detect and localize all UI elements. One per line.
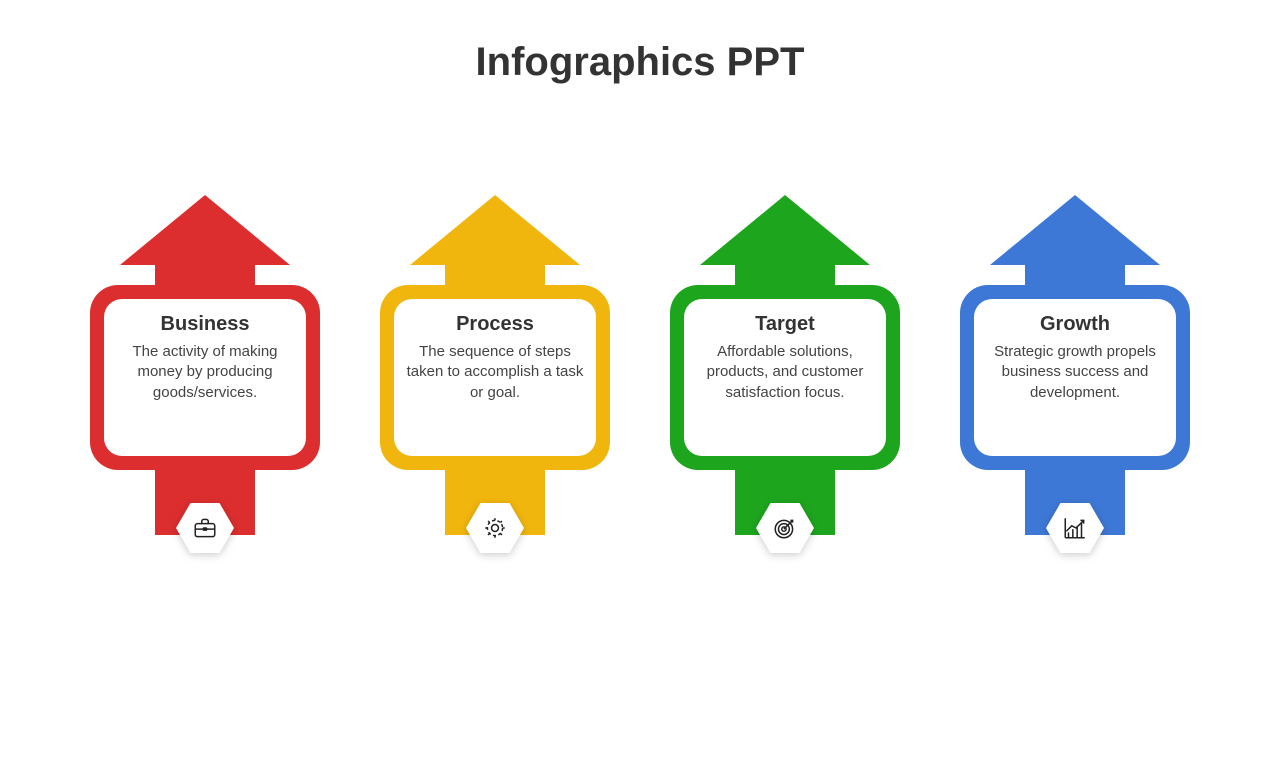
page-title: Infographics PPT — [0, 40, 1280, 85]
arrow-head — [410, 195, 580, 265]
content-box: Growth Strategic growth propels business… — [960, 285, 1190, 470]
arrow-head — [120, 195, 290, 265]
card-growth: Growth Strategic growth propels business… — [960, 195, 1190, 555]
card-process: Process The sequence of steps taken to a… — [380, 195, 610, 555]
icon-badge — [1046, 503, 1104, 553]
content-box: Target Affordable solutions, products, a… — [670, 285, 900, 470]
card-title: Target — [755, 313, 815, 336]
icon-badge — [176, 503, 234, 553]
card-title: Business — [161, 313, 250, 336]
gear-icon — [482, 515, 508, 541]
content-box: Business The activity of making money by… — [90, 285, 320, 470]
arrow-head — [700, 195, 870, 265]
cards-row: Business The activity of making money by… — [0, 195, 1280, 555]
card-title: Process — [456, 313, 534, 336]
card-desc: Affordable solutions, products, and cust… — [696, 342, 874, 403]
icon-badge — [466, 503, 524, 553]
inner-box: Process The sequence of steps taken to a… — [394, 299, 596, 456]
card-desc: The sequence of steps taken to accomplis… — [406, 342, 584, 403]
inner-box: Growth Strategic growth propels business… — [974, 299, 1176, 456]
inner-box: Business The activity of making money by… — [104, 299, 306, 456]
card-target: Target Affordable solutions, products, a… — [670, 195, 900, 555]
content-box: Process The sequence of steps taken to a… — [380, 285, 610, 470]
inner-box: Target Affordable solutions, products, a… — [684, 299, 886, 456]
arrow-head — [990, 195, 1160, 265]
card-desc: The activity of making money by producin… — [116, 342, 294, 403]
card-title: Growth — [1040, 313, 1110, 336]
growth-chart-icon — [1062, 515, 1088, 541]
icon-badge — [756, 503, 814, 553]
card-business: Business The activity of making money by… — [90, 195, 320, 555]
briefcase-icon — [192, 515, 218, 541]
card-desc: Strategic growth propels business succes… — [986, 342, 1164, 403]
target-icon — [772, 515, 798, 541]
